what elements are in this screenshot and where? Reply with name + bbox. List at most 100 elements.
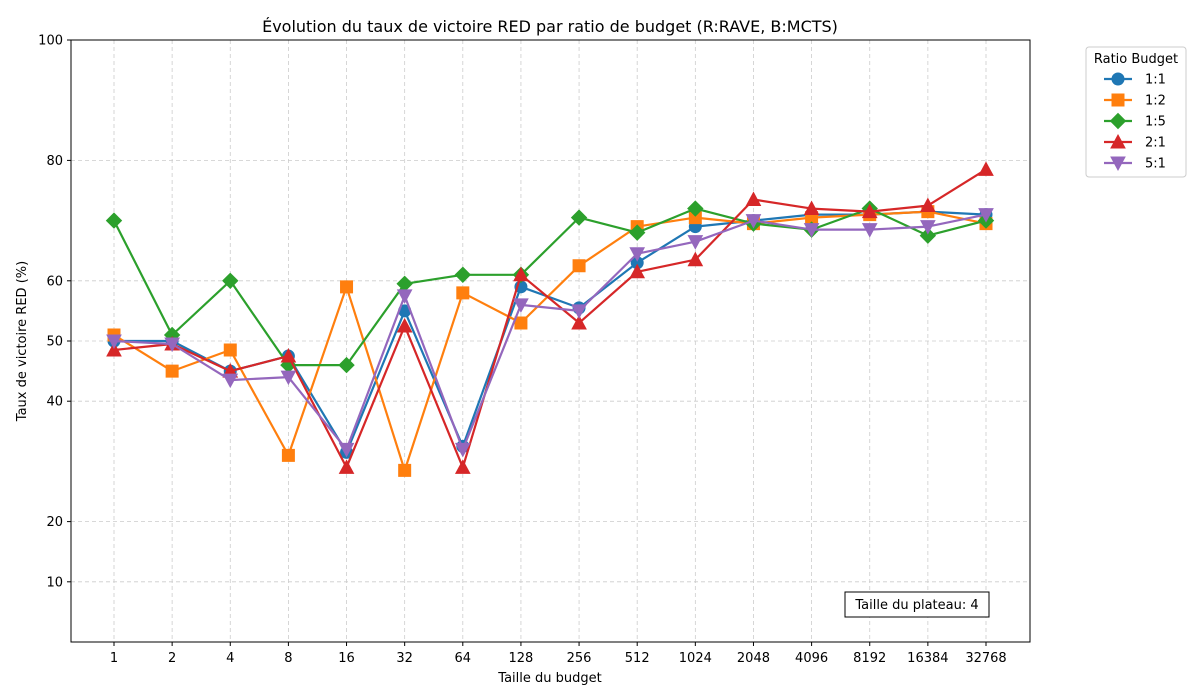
data-point [454, 442, 471, 458]
data-point [105, 212, 123, 229]
grid [71, 40, 1030, 642]
legend-item: 1:1 [1104, 72, 1166, 88]
x-tick-label: 128 [509, 651, 534, 666]
data-point [396, 317, 413, 333]
series-line [113, 168, 987, 469]
x-tick-label: 8 [284, 651, 292, 666]
x-tick-label: 32768 [965, 651, 1006, 666]
legend-item: 5:1 [1104, 156, 1166, 172]
data-point [164, 337, 180, 353]
data-point [687, 235, 704, 250]
data-point [978, 208, 994, 223]
annotation-box: Taille du plateau: 4 [844, 591, 990, 618]
data-point [571, 314, 587, 330]
series-line [113, 213, 987, 451]
y-tick-label: 40 [46, 395, 63, 410]
x-tick-label: 16384 [907, 651, 948, 666]
data-point [861, 223, 878, 238]
data-point [571, 304, 587, 319]
data-point [513, 298, 529, 313]
x-tick-label: 64 [455, 651, 472, 666]
legend-swatch-marker [1110, 156, 1126, 172]
legend-swatch-marker [1111, 93, 1125, 107]
x-tick-label: 2048 [737, 651, 770, 666]
data-point [803, 223, 820, 238]
y-tick-label: 100 [38, 34, 63, 49]
legend-items: 1:1 1:2 1:5 2:1 5:1 [1104, 72, 1166, 172]
series-line [113, 207, 987, 367]
legend-label: 1:1 [1145, 73, 1166, 88]
data-point [570, 209, 588, 226]
x-tick-label: 2 [168, 651, 176, 666]
series-5-1 [106, 208, 994, 458]
data-point [396, 289, 413, 304]
x-axis: 1 2 4 8 16 32 64 128 256 512 1024 2048 4096 8192 16384… [110, 642, 1007, 666]
data-point [978, 161, 994, 176]
x-tick-label: 1024 [679, 651, 712, 666]
data-point [745, 191, 762, 207]
data-point [338, 459, 355, 474]
legend-label: 2:1 [1145, 136, 1166, 151]
annotation-frame [844, 591, 990, 618]
data-point [106, 341, 122, 357]
series-1-1 [107, 205, 993, 459]
legend-label: 1:5 [1145, 115, 1166, 130]
legend-swatch-marker [1110, 133, 1126, 149]
y-tick-label: 50 [46, 335, 63, 350]
data-point [861, 203, 878, 219]
y-axis: 10 20 40 50 60 80 100 [38, 34, 71, 590]
data-point [745, 214, 762, 229]
data-point [803, 200, 820, 216]
data-point [106, 334, 122, 350]
data-point [572, 259, 586, 273]
x-tick-label: 1 [110, 651, 118, 666]
series-line [113, 210, 987, 472]
data-point [628, 224, 646, 241]
data-point [340, 280, 354, 294]
x-tick-label: 16 [338, 651, 355, 666]
x-tick-label: 4096 [795, 651, 828, 666]
data-point [514, 316, 528, 330]
data-point [513, 266, 529, 282]
legend-swatch-marker [1111, 72, 1125, 86]
x-tick-label: 32 [396, 651, 413, 666]
data-point [454, 459, 471, 474]
data-point [629, 263, 646, 279]
legend-label: 5:1 [1145, 157, 1166, 172]
data-point [687, 200, 704, 217]
legend-item: 1:2 [1104, 93, 1166, 109]
data-point [223, 343, 237, 357]
series-2-1 [106, 161, 994, 474]
data-point [165, 364, 179, 378]
data-point [454, 266, 472, 283]
data-point [222, 272, 239, 290]
legend-swatch-marker [1109, 112, 1127, 130]
data-point [919, 227, 937, 244]
legend-item: 2:1 [1104, 133, 1166, 151]
data-point [687, 251, 704, 267]
data-point [396, 275, 413, 293]
legend-item: 1:5 [1104, 112, 1166, 130]
annotation-text: Taille du plateau: 4 [854, 598, 978, 613]
x-axis-title: Taille du budget [497, 671, 601, 686]
data-point [398, 463, 412, 477]
data-point [222, 373, 239, 389]
data-point [281, 448, 295, 462]
legend-label: 1:2 [1145, 94, 1166, 109]
data-point [920, 197, 936, 213]
data-point [338, 442, 355, 458]
legend: Ratio Budget 1:1 1:2 1:5 2:1 5:1 [1085, 46, 1187, 178]
series-1-5 [105, 200, 995, 374]
y-axis-title: Taux de victoire RED (%) [15, 261, 30, 422]
x-tick-label: 4 [226, 651, 234, 666]
data-point [456, 286, 470, 300]
data-point [629, 247, 646, 262]
data-point [280, 347, 297, 363]
data-point [920, 220, 936, 235]
y-tick-label: 60 [46, 274, 63, 289]
x-tick-label: 512 [625, 651, 650, 666]
x-tick-label: 8192 [853, 651, 886, 666]
data-point [338, 356, 355, 374]
